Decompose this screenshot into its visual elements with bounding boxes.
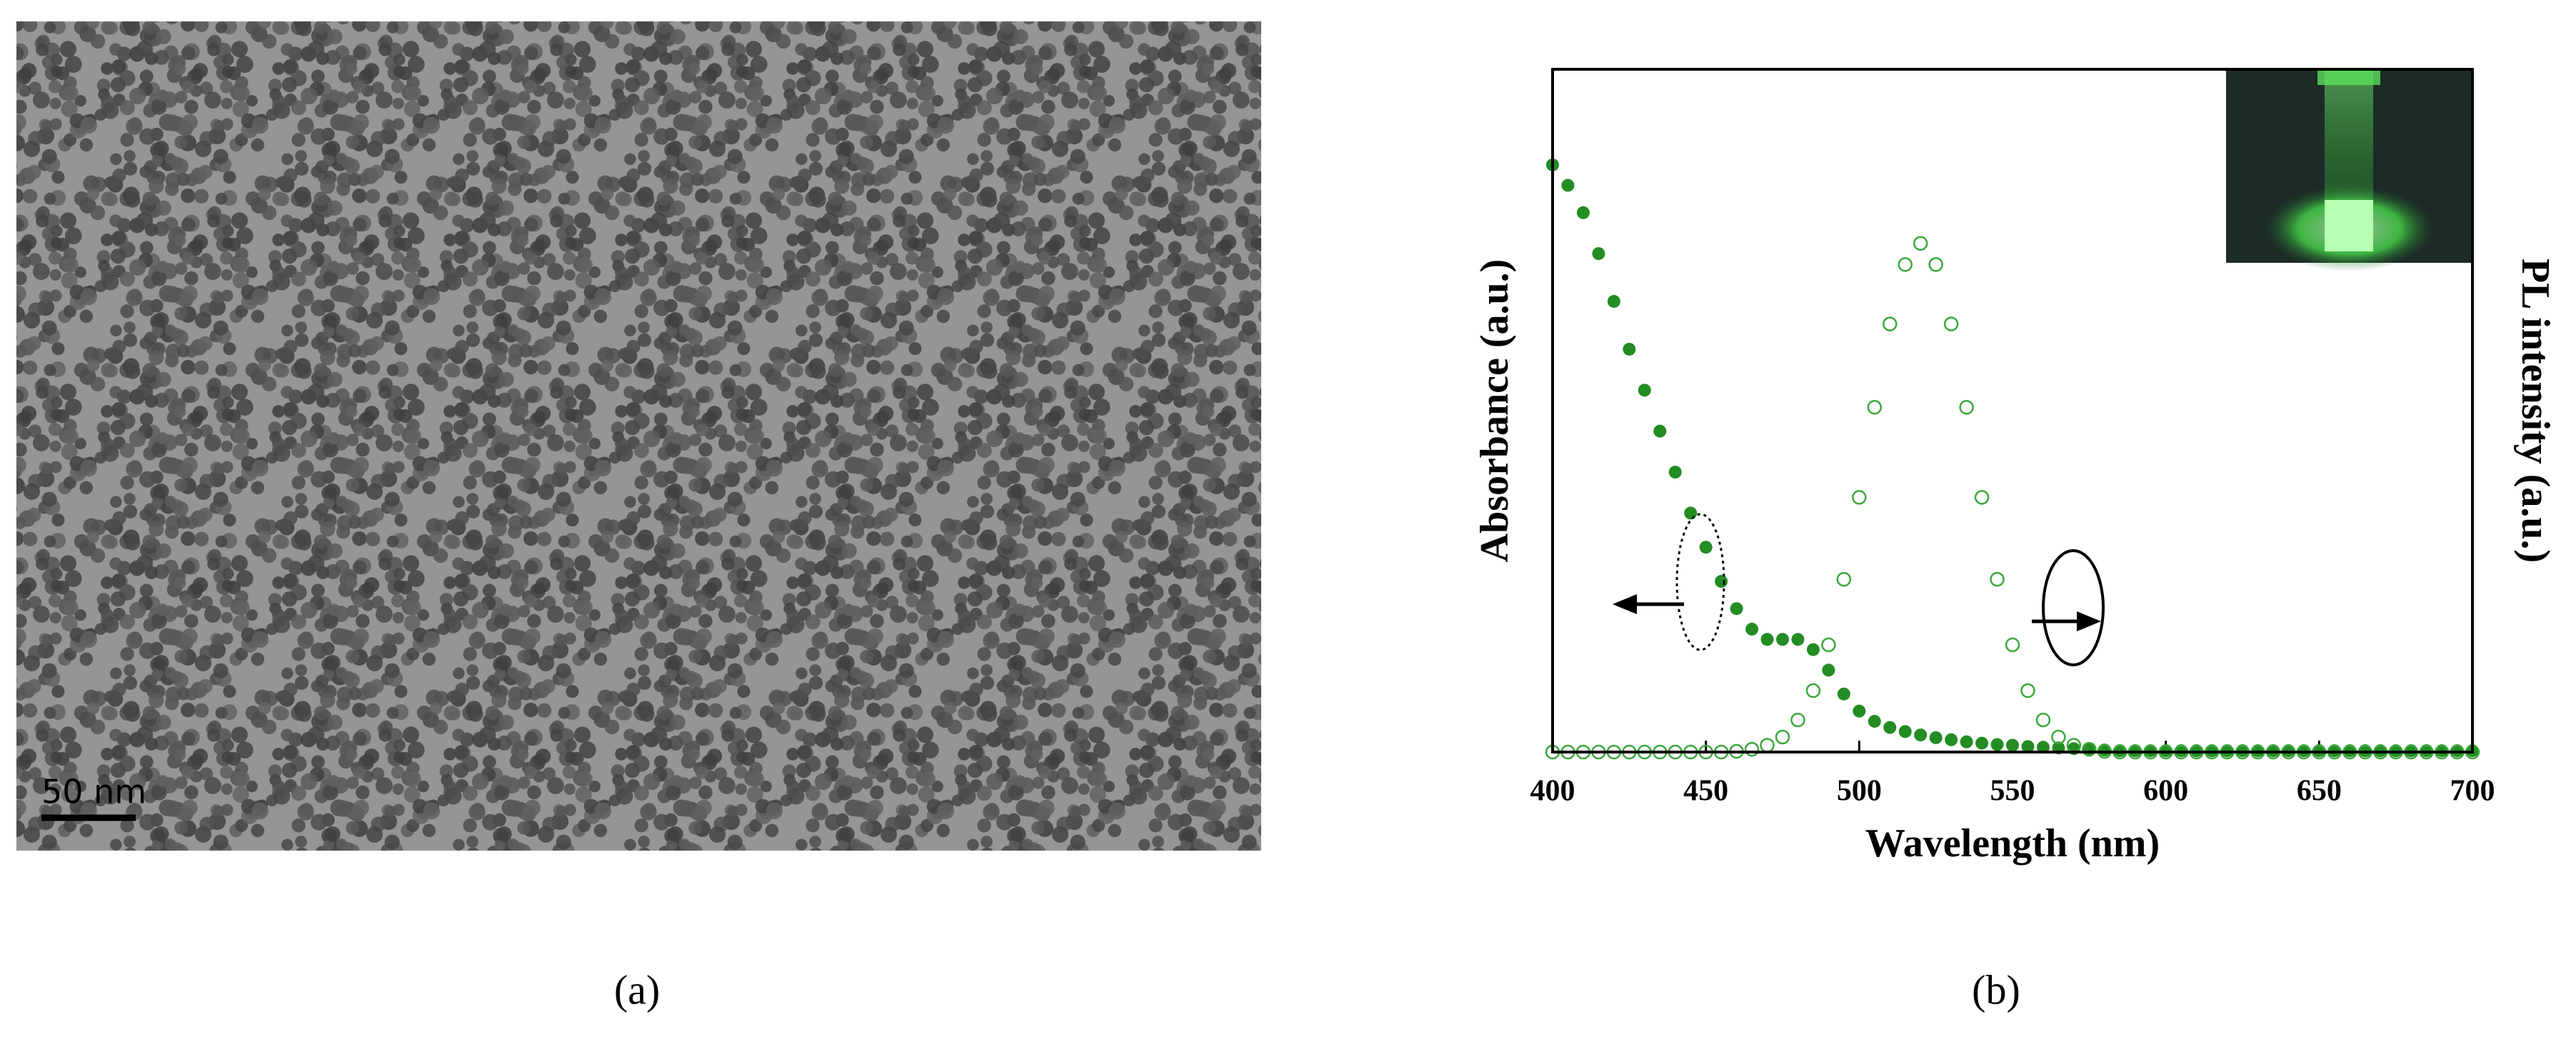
- data-point: [2005, 637, 2020, 653]
- data-point: [1699, 541, 1713, 554]
- arrow-left-head: [1613, 594, 1637, 614]
- data-point: [1805, 683, 1821, 698]
- data-point: [1975, 736, 1989, 750]
- data-point: [1607, 295, 1620, 309]
- data-point: [1929, 731, 1943, 744]
- data-point: [1836, 571, 1852, 587]
- data-point: [2020, 683, 2035, 698]
- data-point: [1760, 738, 1775, 753]
- data-point: [1576, 206, 1590, 219]
- scale-bar-label: 50 nm: [41, 773, 146, 811]
- x-tick-label: 550: [1990, 775, 2035, 808]
- data-point: [1760, 633, 1774, 646]
- inset-liquid: [2325, 200, 2373, 251]
- data-point: [1960, 735, 1973, 748]
- data-point: [1867, 399, 1883, 415]
- x-tick-label: 650: [2297, 775, 2342, 808]
- arrow-right-head: [2077, 611, 2101, 631]
- data-point: [1791, 633, 1805, 646]
- data-point: [1668, 466, 1682, 479]
- data-point: [1990, 738, 2004, 751]
- x-tick-label: 500: [1837, 775, 1882, 808]
- y-axis-title: Absorbance (a.u.): [1473, 259, 1517, 563]
- data-point: [2036, 741, 2050, 754]
- x-axis-title: Wavelength (nm): [1865, 821, 2160, 866]
- data-point: [1806, 643, 1820, 656]
- data-point: [1914, 728, 1928, 742]
- data-point: [2006, 738, 2019, 752]
- data-point: [1883, 721, 1897, 734]
- x-tick-label: 700: [2450, 775, 2495, 808]
- data-point: [1853, 704, 1866, 718]
- x-tick-label: 400: [1530, 775, 1575, 808]
- data-point: [2021, 740, 2035, 753]
- data-point: [1898, 725, 1912, 738]
- solid-ellipse: [2042, 549, 2105, 666]
- data-point: [1990, 571, 2005, 587]
- data-point: [1974, 490, 1990, 505]
- x-tick-label: 600: [2143, 775, 2188, 808]
- data-point: [1715, 575, 1728, 588]
- data-point: [1822, 663, 1835, 677]
- data-point: [1868, 714, 1881, 728]
- data-point: [1790, 712, 1805, 728]
- data-point: [1775, 729, 1790, 745]
- panel-label: (b): [1972, 966, 2020, 1013]
- data-point: [1744, 741, 1760, 757]
- inset-cap: [2317, 69, 2380, 85]
- data-point: [1592, 247, 1605, 261]
- data-point: [1623, 342, 1636, 356]
- data-point: [2082, 741, 2097, 757]
- data-point: [1561, 179, 1575, 192]
- data-point: [1837, 687, 1850, 701]
- data-point: [1913, 236, 1928, 251]
- data-point: [1684, 506, 1698, 520]
- data-point: [1928, 257, 1943, 272]
- data-point: [1653, 424, 1667, 438]
- dotted-ellipse: [1675, 513, 1725, 651]
- plot-frame: [1551, 68, 2474, 753]
- data-point: [1945, 733, 1958, 746]
- y2-axis-title: PL intensity (a.u.): [2513, 259, 2557, 563]
- data-point: [1745, 622, 1759, 636]
- data-point: [1821, 637, 1836, 653]
- data-point: [1730, 602, 1743, 616]
- data-point: [1898, 257, 1913, 272]
- data-point: [2051, 729, 2066, 745]
- chart: 400 450 500 550 600 650 700 Wavelength (nm) Abso…: [1473, 68, 2557, 866]
- data-point: [2035, 712, 2051, 728]
- data-point: [1883, 316, 1898, 331]
- data-point: [1943, 316, 1959, 331]
- panel-label: (a): [614, 966, 660, 1013]
- data-point: [1638, 384, 1651, 397]
- x-tick-label: 450: [1683, 775, 1728, 808]
- data-point: [1852, 490, 1867, 505]
- data-point: [1959, 399, 1974, 415]
- tem-particles: [16, 21, 1261, 851]
- data-point: [1776, 633, 1789, 646]
